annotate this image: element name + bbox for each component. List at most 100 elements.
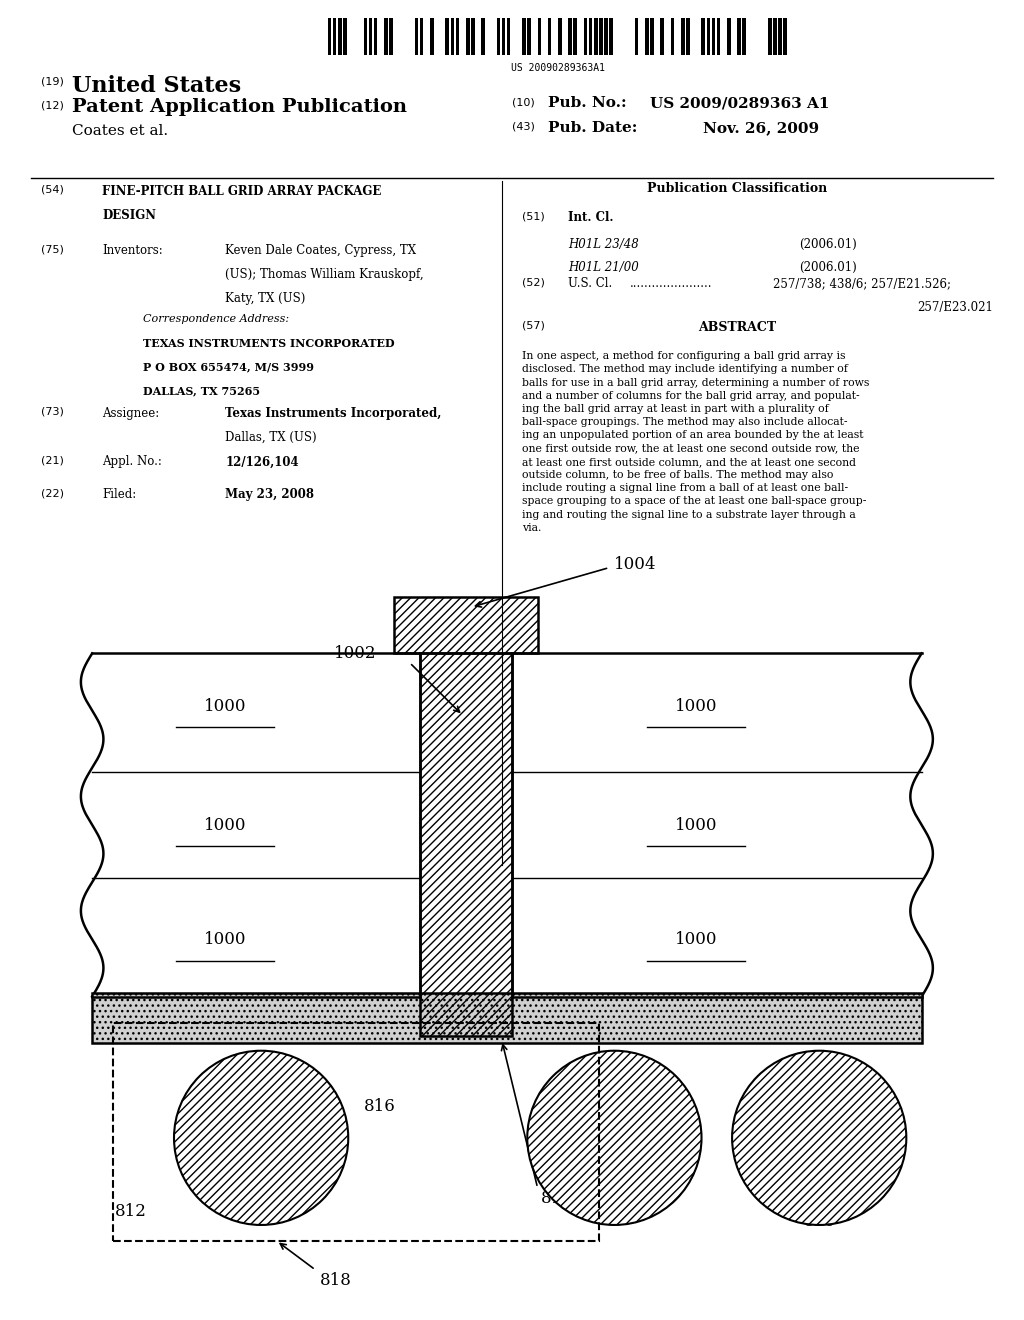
Bar [451, 18, 455, 55]
Bar [707, 18, 710, 55]
Bar [420, 18, 424, 55]
Text: (2006.01): (2006.01) [799, 261, 856, 275]
Bar [635, 18, 639, 55]
Bar [456, 18, 459, 55]
Text: 257/738; 438/6; 257/E21.526;: 257/738; 438/6; 257/E21.526; [773, 277, 951, 290]
Bar [92, 993, 922, 1043]
Text: Dallas, TX (US): Dallas, TX (US) [225, 430, 316, 444]
Text: 1000: 1000 [204, 932, 247, 948]
Text: (51): (51) [522, 211, 545, 222]
Bar [466, 18, 469, 55]
Text: (US); Thomas William Krauskopf,: (US); Thomas William Krauskopf, [225, 268, 424, 281]
Text: 1004: 1004 [614, 557, 657, 573]
Bar [113, 1023, 599, 1241]
Text: ......................: ...................... [630, 277, 713, 290]
Text: (54): (54) [41, 185, 63, 195]
Bar [369, 18, 373, 55]
Bar [445, 18, 449, 55]
Text: Pub. No.:: Pub. No.: [548, 96, 627, 111]
Text: Pub. Date:: Pub. Date: [548, 121, 637, 136]
Text: 810: 810 [804, 1213, 836, 1229]
Text: (12): (12) [41, 100, 63, 111]
Bar [333, 18, 336, 55]
Bar [420, 653, 512, 1036]
Bar [742, 18, 745, 55]
Bar [701, 18, 705, 55]
Text: (21): (21) [41, 455, 63, 466]
Bar [420, 653, 512, 1036]
Text: (19): (19) [41, 77, 63, 87]
Text: In one aspect, a method for configuring a ball grid array is
disclosed. The meth: In one aspect, a method for configuring … [522, 351, 869, 533]
Text: Correspondence Address:: Correspondence Address: [143, 314, 290, 325]
Text: H01L 21/00: H01L 21/00 [568, 261, 639, 275]
Text: Appl. No.:: Appl. No.: [102, 455, 162, 469]
Text: (73): (73) [41, 407, 63, 417]
Bar [568, 18, 571, 55]
Text: (75): (75) [41, 244, 63, 255]
Text: Texas Instruments Incorporated,: Texas Instruments Incorporated, [225, 407, 441, 420]
Text: TEXAS INSTRUMENTS INCORPORATED: TEXAS INSTRUMENTS INCORPORATED [143, 338, 395, 348]
Text: U.S. Cl.: U.S. Cl. [568, 277, 612, 290]
Text: (52): (52) [522, 277, 545, 288]
Bar [604, 18, 608, 55]
Bar [389, 18, 393, 55]
Text: 812: 812 [115, 1204, 146, 1220]
Bar [645, 18, 649, 55]
Text: 811: 811 [541, 1191, 572, 1206]
Bar [558, 18, 561, 55]
Bar [584, 18, 588, 55]
Text: DESIGN: DESIGN [102, 209, 157, 222]
Bar [727, 18, 730, 55]
Bar [768, 18, 772, 55]
Bar [507, 18, 510, 55]
Bar [471, 18, 475, 55]
Bar [394, 597, 538, 653]
Bar [671, 18, 674, 55]
Bar [773, 18, 776, 55]
Text: Assignee:: Assignee: [102, 407, 160, 420]
Text: 816: 816 [364, 1098, 395, 1114]
Ellipse shape [732, 1051, 906, 1225]
Text: Coates et al.: Coates et al. [72, 124, 168, 139]
Bar [778, 18, 782, 55]
Bar [686, 18, 690, 55]
Text: US 20090289363A1: US 20090289363A1 [511, 63, 605, 74]
Bar [650, 18, 653, 55]
Text: 1000: 1000 [675, 698, 718, 714]
Bar [527, 18, 530, 55]
Bar [538, 18, 541, 55]
Text: US 2009/0289363 A1: US 2009/0289363 A1 [650, 96, 829, 111]
Text: 1002: 1002 [334, 645, 377, 661]
Bar [712, 18, 715, 55]
Text: FINE-PITCH BALL GRID ARRAY PACKAGE: FINE-PITCH BALL GRID ARRAY PACKAGE [102, 185, 382, 198]
Bar [502, 18, 506, 55]
Bar [573, 18, 578, 55]
Text: Patent Application Publication: Patent Application Publication [72, 98, 407, 116]
Text: 814: 814 [558, 1098, 590, 1114]
Bar [548, 18, 551, 55]
Bar [783, 18, 786, 55]
Text: United States: United States [72, 75, 241, 98]
Bar [594, 18, 598, 55]
Text: H01L 23/48: H01L 23/48 [568, 238, 639, 251]
Bar [681, 18, 684, 55]
Text: 257/E23.021: 257/E23.021 [918, 301, 993, 314]
Bar [512, 653, 922, 997]
Text: (10): (10) [512, 98, 535, 108]
Bar [394, 597, 538, 653]
Bar [660, 18, 664, 55]
Bar [481, 18, 485, 55]
Bar [364, 18, 367, 55]
Bar [589, 18, 592, 55]
Bar [374, 18, 377, 55]
Text: 1000: 1000 [204, 817, 247, 833]
Text: ABSTRACT: ABSTRACT [698, 321, 776, 334]
Text: DALLAS, TX 75265: DALLAS, TX 75265 [143, 385, 260, 396]
Text: (2006.01): (2006.01) [799, 238, 856, 251]
Bar [522, 18, 526, 55]
Text: Katy, TX (US): Katy, TX (US) [225, 292, 305, 305]
Text: (22): (22) [41, 488, 63, 499]
Text: Keven Dale Coates, Cypress, TX: Keven Dale Coates, Cypress, TX [225, 244, 417, 257]
Text: (57): (57) [522, 321, 545, 331]
Bar [737, 18, 740, 55]
